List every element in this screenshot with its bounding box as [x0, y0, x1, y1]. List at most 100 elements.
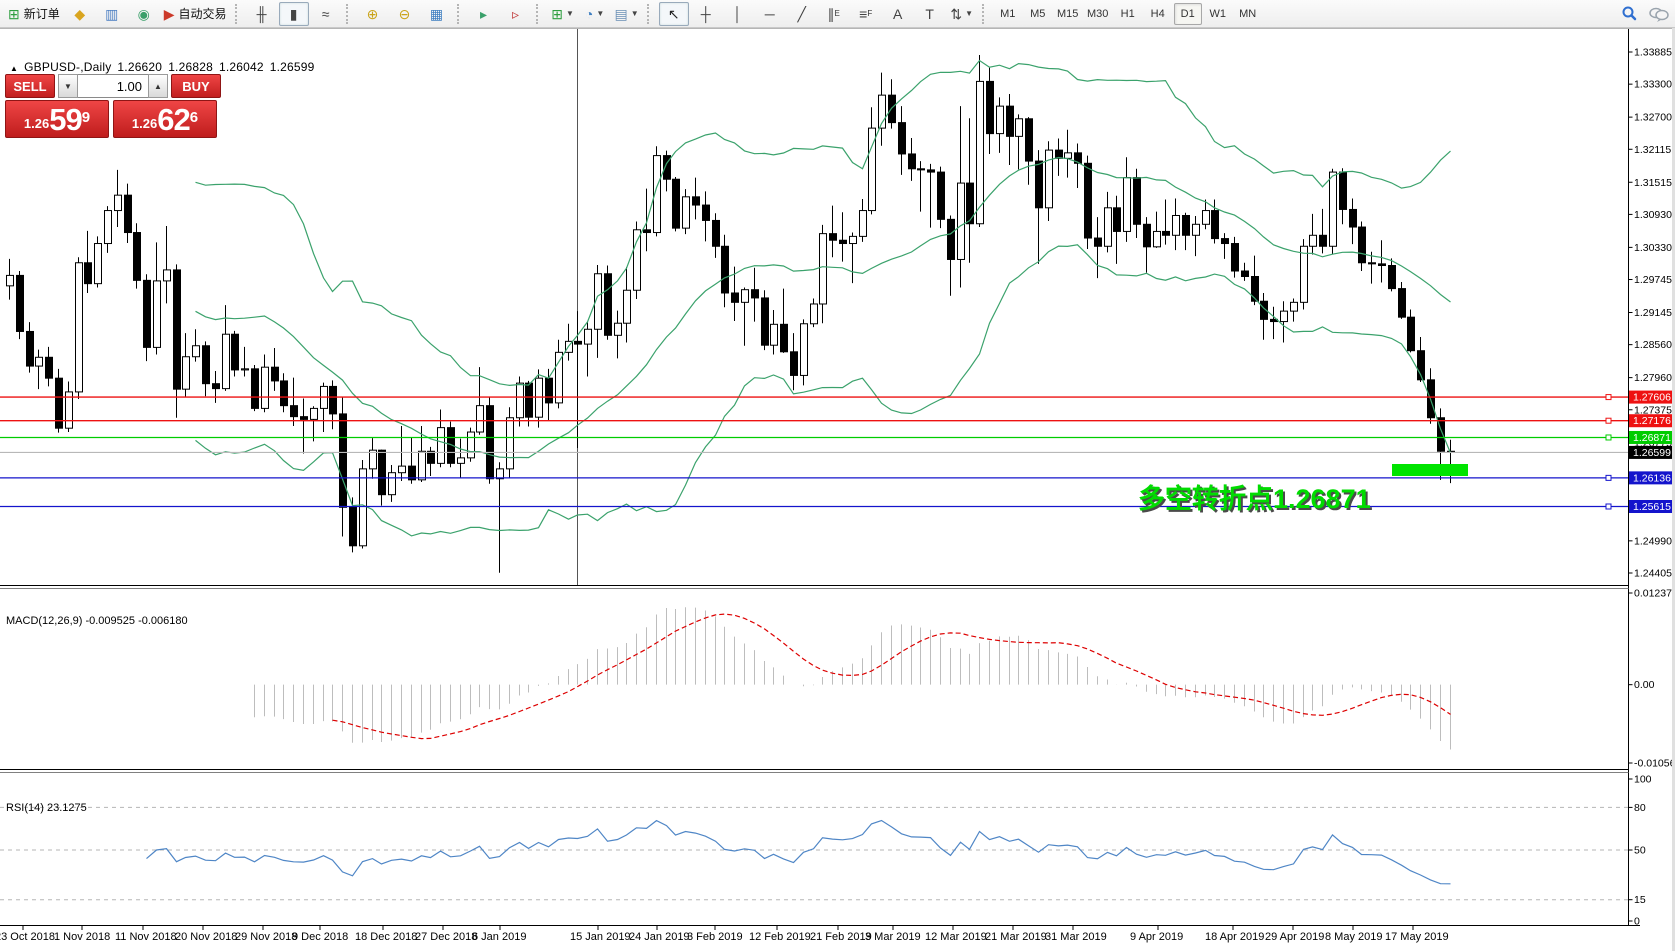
candle-body: [163, 269, 171, 282]
arrows-button[interactable]: ⇅ ▼: [947, 2, 977, 26]
candle-body: [398, 465, 406, 474]
price-axis-tick: 1.32700: [1634, 112, 1672, 124]
indicators-button[interactable]: ⊞ ▼: [548, 2, 578, 26]
candle-body: [1153, 230, 1161, 248]
sell-price-big: 59: [49, 102, 82, 137]
timeframe-m15-button[interactable]: M15: [1057, 7, 1079, 20]
bar-chart-button[interactable]: ╫: [247, 2, 277, 26]
macd-axis-label: 0.012371: [1634, 588, 1672, 600]
buy-button[interactable]: BUY: [171, 74, 221, 98]
equidistant-channel-button[interactable]: ∥ E: [819, 2, 849, 26]
date-axis-label: 3 Mar 2019: [865, 931, 921, 943]
templates-button[interactable]: ▤ ▼: [612, 2, 642, 26]
timeframe-m30-button[interactable]: M30: [1087, 7, 1109, 20]
volume-decrease-button[interactable]: ▼: [58, 74, 78, 98]
sell-price-display[interactable]: 1.26 59 9: [5, 100, 109, 138]
candle-body: [810, 303, 818, 325]
rsi-indicator-label: RSI(14) 23.1275: [6, 802, 87, 814]
auto-scroll-icon: ▸: [480, 5, 488, 22]
dropdown-caret-icon[interactable]: ▼: [565, 9, 574, 18]
market-watch-button[interactable]: ▥: [97, 2, 127, 26]
auto-scroll-button[interactable]: ▸: [469, 2, 499, 26]
timeframe-w1-button[interactable]: W1: [1209, 7, 1226, 20]
price-axis-tick: 1.33885: [1634, 47, 1672, 59]
candle-body: [241, 368, 249, 371]
candle-body: [94, 243, 102, 285]
ohlc-open: 1.26620: [117, 60, 163, 74]
candle-body: [378, 449, 386, 496]
autotrading-icon: ▶: [163, 5, 175, 22]
chart-shift-button[interactable]: ▹: [501, 2, 531, 26]
candle-body: [859, 210, 867, 237]
line-chart-button[interactable]: ≈: [311, 2, 341, 26]
candle-body: [329, 385, 337, 415]
collapse-pane-icon[interactable]: ▲: [10, 64, 19, 73]
zoom-out-icon: ⊖: [398, 5, 411, 22]
candle-body: [84, 262, 92, 285]
autotrading-button[interactable]: ▶ 自动交易: [161, 2, 230, 26]
indicator-line: [332, 613, 1451, 740]
dropdown-caret-icon[interactable]: ▼: [630, 9, 639, 18]
candle-body: [1358, 226, 1366, 264]
turning-point-annotation[interactable]: 多空转折点1.26871: [1138, 484, 1371, 514]
tile-windows-button[interactable]: ▦: [422, 2, 452, 26]
periods-button[interactable]: ◔ ▼: [580, 2, 610, 26]
candle-body: [751, 289, 759, 299]
candle-body: [369, 449, 377, 470]
indicator-line: [195, 156, 1451, 459]
timeframe-d1-button[interactable]: D1: [1173, 2, 1202, 25]
crosshair-button[interactable]: ┼: [691, 2, 721, 26]
main-toolbar: ⊞ 新订单 ◆ ▥ ◉ ▶ 自动交易 ╫ ▮ ≈ ⊕ ⊖ ▦ ▸ ▹ ⊞ ▼ ◔ ▼ ▤ ▼ ↖ ┼ │ ─ ╱ ∥ E ≡ F A T ⇅ ▼ M…: [0, 0, 1675, 28]
chat-icon[interactable]: [1647, 4, 1671, 24]
candle-body: [1309, 234, 1317, 247]
candle-body: [947, 218, 955, 260]
candle-body: [1192, 223, 1200, 236]
candlestick-chart-button[interactable]: ▮: [278, 1, 309, 26]
line-price-label: 1.26599: [1633, 447, 1671, 459]
candle-body: [300, 416, 308, 420]
chart-profile-button[interactable]: ◆: [65, 2, 95, 26]
trendline-button[interactable]: ╱: [787, 2, 817, 26]
date-axis-label: 6 Jan 2019: [472, 931, 526, 943]
signals-button[interactable]: ◉: [129, 2, 159, 26]
zoom-out-button[interactable]: ⊖: [390, 2, 420, 26]
price-axis-tick: 1.30330: [1634, 242, 1672, 254]
cursor-button[interactable]: ↖: [658, 1, 689, 26]
timeframe-m1-button[interactable]: M1: [1000, 7, 1016, 20]
turning-point-highlight[interactable]: [1392, 464, 1468, 476]
volume-input[interactable]: [78, 74, 148, 98]
bar-chart-icon: ╫: [256, 5, 267, 22]
timeframe-m5-button[interactable]: M5: [1030, 7, 1046, 20]
search-icon[interactable]: [1619, 4, 1639, 24]
new-order-button[interactable]: ⊞ 新订单: [5, 2, 63, 26]
candle-body: [898, 122, 906, 155]
timeframe-h1-button[interactable]: H1: [1120, 7, 1135, 20]
date-axis-label: 18 Dec 2018: [355, 931, 417, 943]
vertical-line-button[interactable]: │: [723, 2, 753, 26]
chart-window[interactable]: 1.33885 1.33300 1.32700 1.32115 1.31515 1.309…: [0, 28, 1672, 951]
timeframe-mn-button[interactable]: MN: [1239, 7, 1257, 20]
price-chart[interactable]: 1.33885 1.33300 1.32700 1.32115 1.31515 1.309…: [0, 28, 1672, 951]
timeframe-h4-button[interactable]: H4: [1150, 7, 1165, 20]
date-axis-label: 15 Jan 2019: [570, 931, 631, 943]
candle-body: [966, 182, 974, 225]
fibonacci-button[interactable]: ≡ F: [851, 2, 881, 26]
candle-body: [1319, 234, 1327, 247]
dropdown-caret-icon[interactable]: ▼: [596, 9, 605, 18]
candle-body: [1113, 207, 1121, 232]
price-axis-tick: 1.30930: [1634, 209, 1672, 221]
text-label-button[interactable]: T: [915, 2, 945, 26]
candle-body: [692, 196, 700, 206]
candle-body: [545, 377, 553, 404]
buy-price-display[interactable]: 1.26 62 6: [113, 100, 217, 138]
candle-body: [829, 233, 837, 241]
dropdown-caret-icon[interactable]: ▼: [965, 9, 974, 18]
cursor-icon: ↖: [667, 5, 680, 22]
candle-body: [1398, 288, 1406, 318]
candle-body: [1074, 152, 1082, 164]
sell-button[interactable]: SELL: [5, 74, 55, 98]
zoom-in-button[interactable]: ⊕: [358, 2, 388, 26]
volume-increase-button[interactable]: ▲: [148, 74, 168, 98]
text-button[interactable]: A: [883, 2, 913, 26]
horizontal-line-button[interactable]: ─: [755, 2, 785, 26]
